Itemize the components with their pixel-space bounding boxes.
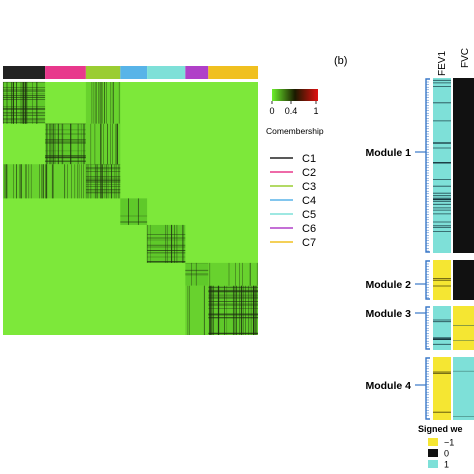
colorbar-ramp <box>272 89 318 101</box>
cluster-bar-c6 <box>185 66 209 79</box>
module-bracket <box>425 357 430 420</box>
module-label: Module 3 <box>365 308 411 320</box>
module-1: Module 1 <box>365 78 474 253</box>
module-2: Module 2 <box>365 260 474 300</box>
legend-entry-label: −1 <box>444 438 454 448</box>
module-cell-fev1 <box>433 306 451 350</box>
block-fill <box>120 198 148 225</box>
module-3: Module 3 <box>365 306 474 350</box>
offdiag-fill <box>3 164 46 199</box>
diagonal-block-c7 <box>208 285 258 335</box>
legend-label-c6: C6 <box>302 223 316 235</box>
legend-label-c7: C7 <box>302 237 316 249</box>
colorbar-tick-label: 1 <box>313 106 318 116</box>
module-4: Module 4 <box>365 357 474 420</box>
module-label: Module 4 <box>365 380 411 392</box>
offdiag-fill <box>85 123 121 165</box>
block-fill <box>185 262 209 286</box>
diagonal-block-c6 <box>185 262 209 286</box>
legend-title: Signed we <box>418 424 463 434</box>
legend-label-c1: C1 <box>302 153 316 165</box>
legend-label-c2: C2 <box>302 167 316 179</box>
block-fill <box>147 224 186 263</box>
legend-entry-label: 1 <box>444 460 449 470</box>
module-cell-fvc <box>453 78 474 253</box>
module-gap <box>433 350 474 357</box>
offdiag-fill <box>208 262 258 286</box>
cluster-bar-c7 <box>208 66 259 79</box>
offdiag-fill <box>185 285 209 335</box>
module-cell-fev1 <box>433 78 451 253</box>
legend-swatch <box>428 460 438 468</box>
legend-swatch <box>428 449 438 457</box>
module-cell-fvc <box>453 357 474 420</box>
diagonal-block-c2 <box>45 123 86 165</box>
signed-weight-legend: Signed we −101 <box>418 424 463 470</box>
module-bracket <box>425 78 430 253</box>
cluster-bar-c5 <box>147 66 186 79</box>
legend-swatch <box>428 438 438 446</box>
offdiag-fill <box>45 164 86 199</box>
offdiag-block <box>85 123 121 165</box>
block-fill <box>85 164 121 199</box>
module-bracket <box>425 260 430 300</box>
offdiag-fill <box>85 82 121 124</box>
module-label: Module 2 <box>365 279 411 291</box>
offdiag-block <box>45 164 86 199</box>
legend-label-c3: C3 <box>302 181 316 193</box>
cluster-bar-c2 <box>45 66 86 79</box>
module-gap <box>433 300 474 306</box>
module-label: Module 1 <box>365 147 411 159</box>
offdiag-block <box>208 262 258 286</box>
colorbar-tick-label: 0 <box>269 106 274 116</box>
cluster-bar-c1 <box>3 66 46 79</box>
legend-entry-label: 0 <box>444 449 449 459</box>
diagonal-block-c5 <box>146 224 186 263</box>
colorbar-tick-label: 0.4 <box>285 106 298 116</box>
module-cell-fev1 <box>433 357 451 420</box>
cluster-legend: C1 C2 C3 C4 C5 C6 C7 <box>270 153 316 249</box>
diagonal-block-c3 <box>85 164 121 199</box>
offdiag-block <box>3 164 46 199</box>
cluster-bar-c4 <box>120 66 148 79</box>
legend-label-c5: C5 <box>302 209 316 221</box>
panel-b-label: (b) <box>334 55 347 67</box>
diagonal-block-c1 <box>2 81 46 124</box>
column-header-fvc: FVC <box>460 48 471 68</box>
panel-b-module-heatmap: (b) FEV1 FVC Module 1 Module 2 Module 3 Module… <box>334 48 474 420</box>
module-gap <box>433 253 474 260</box>
offdiag-block <box>85 82 121 124</box>
diagonal-block-c4 <box>120 198 148 225</box>
panel-a-comembership-heatmap <box>2 66 259 335</box>
module-cell-fvc <box>453 260 474 300</box>
offdiag-block <box>185 285 209 335</box>
comembership-colorbar: 0 0.4 1 Comembership <box>266 89 324 136</box>
module-cell-fvc <box>453 306 474 350</box>
column-header-fev1: FEV1 <box>437 51 448 76</box>
cluster-bar-c3 <box>85 66 121 79</box>
legend-label-c4: C4 <box>302 195 316 207</box>
colorbar-label: Comembership <box>266 126 324 136</box>
